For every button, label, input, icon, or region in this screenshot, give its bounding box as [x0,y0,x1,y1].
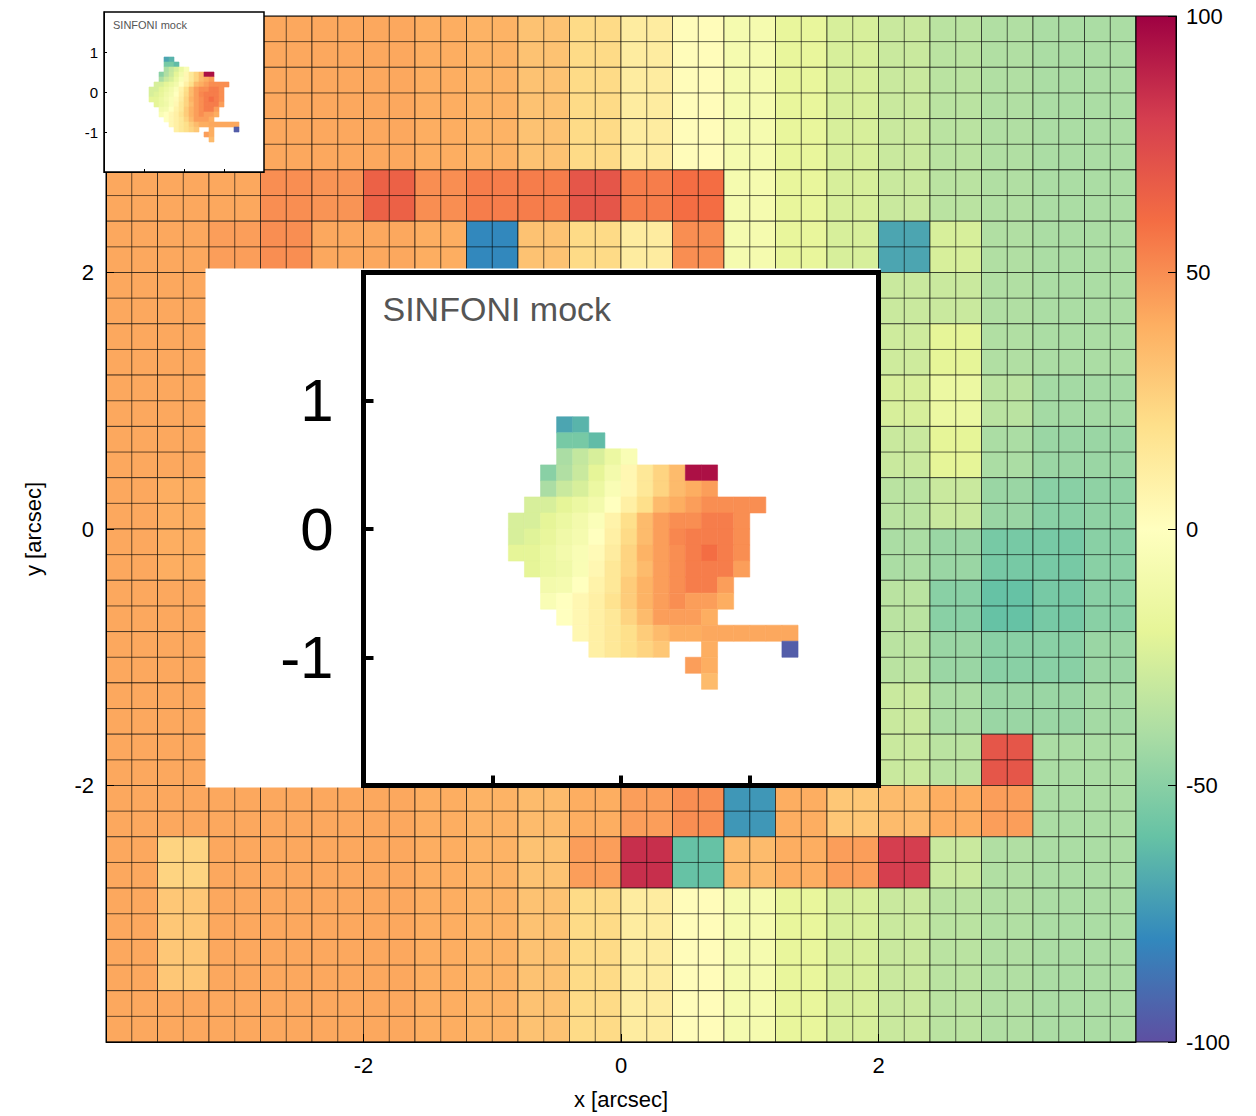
svg-text:0: 0 [82,517,94,542]
svg-text:50: 50 [1186,260,1210,285]
svg-text:0: 0 [300,496,333,563]
svg-text:SINFONI mock: SINFONI mock [113,19,187,31]
svg-text:0: 0 [615,1053,627,1078]
svg-text:-2: -2 [74,773,94,798]
svg-text:-1: -1 [280,624,333,691]
svg-text:-50: -50 [1186,773,1218,798]
svg-text:1: 1 [300,367,333,434]
svg-text:x [arcsec]: x [arcsec] [574,1087,668,1112]
svg-text:2: 2 [82,260,94,285]
svg-text:2: 2 [872,1053,884,1078]
svg-text:0: 0 [1186,517,1198,542]
svg-text:y [arcsec]: y [arcsec] [21,482,46,576]
svg-text:-2: -2 [354,1053,374,1078]
svg-text:1: 1 [90,44,98,61]
svg-text:0: 0 [90,84,98,101]
svg-text:100: 100 [1186,4,1223,29]
svg-text:SINFONI mock: SINFONI mock [383,290,613,328]
svg-text:-100: -100 [1186,1030,1230,1055]
svg-text:-1: -1 [85,124,98,141]
